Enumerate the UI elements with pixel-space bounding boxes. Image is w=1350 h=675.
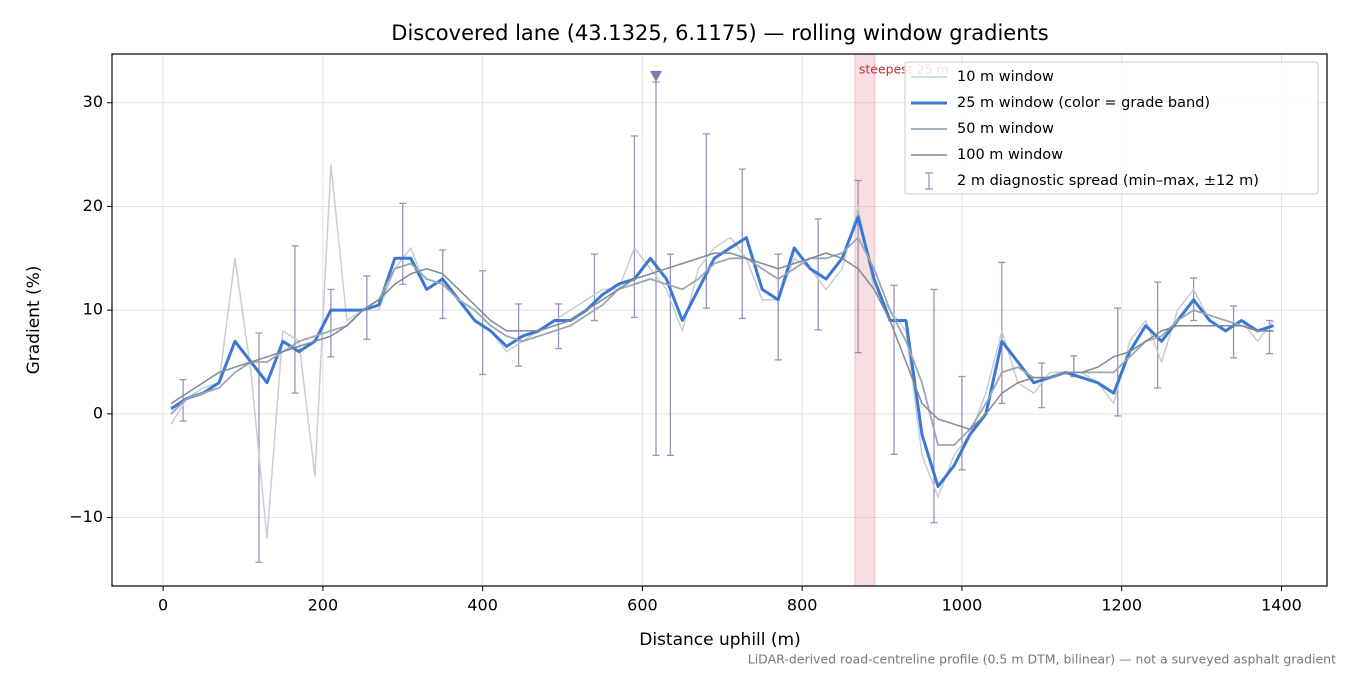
error-bar	[774, 253, 782, 361]
footnote: LiDAR-derived road-centreline profile (0…	[748, 652, 1336, 667]
chart-title: Discovered lane (43.1325, 6.1175) — roll…	[391, 21, 1048, 45]
x-tick-label: 200	[308, 596, 339, 615]
legend-label: 100 m window	[957, 147, 1063, 163]
error-bar	[1038, 362, 1046, 409]
legend-label: 50 m window	[957, 121, 1054, 137]
error-bar	[958, 375, 966, 471]
error-bar	[479, 270, 487, 376]
series-line	[170, 252, 1274, 431]
x-tick-label: 600	[627, 596, 658, 615]
error-bar	[1114, 307, 1122, 417]
plot-area: steepest 25 m	[112, 53, 1327, 587]
y-tick-label: 30	[83, 92, 103, 111]
error-bar	[890, 284, 898, 455]
error-bar	[1154, 281, 1162, 389]
x-tick-label: 1000	[942, 596, 983, 615]
error-bar	[738, 168, 746, 320]
x-tick-label: 1400	[1261, 596, 1302, 615]
legend-label: 2 m diagnostic spread (min–max, ±12 m)	[957, 173, 1259, 189]
y-tick-label: 20	[83, 196, 103, 215]
y-tick-label: 0	[93, 403, 103, 422]
x-tick-label: 400	[467, 596, 498, 615]
x-tick-label: 800	[787, 596, 818, 615]
y-tick-label: 10	[83, 300, 103, 319]
series-line	[170, 164, 1275, 540]
legend-label: 25 m window (color = grade band)	[957, 95, 1210, 111]
error-bar	[652, 81, 660, 456]
error-bar	[515, 303, 523, 367]
error-bar	[327, 288, 335, 358]
peak-marker	[649, 70, 662, 82]
error-bar	[555, 303, 563, 350]
error-bar	[930, 288, 938, 524]
y-tick-label: −10	[69, 507, 103, 526]
x-tick-label: 0	[158, 596, 168, 615]
error-bar	[291, 245, 299, 394]
error-bar	[1230, 305, 1238, 359]
legend: 10 m window 25 m window (color = grade ba…	[904, 61, 1319, 195]
error-bar	[399, 202, 407, 285]
x-axis-label: Distance uphill (m)	[639, 630, 800, 650]
legend-box	[904, 61, 1319, 195]
axes-frame	[111, 53, 1328, 587]
error-bar	[630, 135, 638, 319]
legend-label: 10 m window	[957, 69, 1054, 85]
x-tick-label: 1200	[1101, 596, 1142, 615]
error-bar	[702, 133, 710, 309]
y-axis-label: Gradient (%)	[24, 266, 44, 375]
